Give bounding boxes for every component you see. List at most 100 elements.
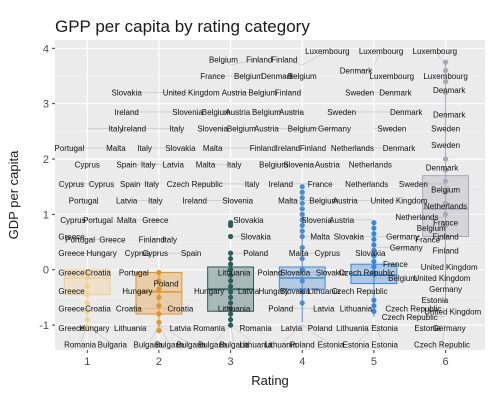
point-rating-3 bbox=[227, 311, 234, 317]
country-label: Bulgaria bbox=[219, 340, 249, 349]
country-label: Belgium bbox=[248, 89, 277, 98]
country-label: Bulgaria bbox=[155, 340, 185, 349]
point-rating-6 bbox=[442, 189, 449, 195]
country-label: Germany bbox=[386, 233, 419, 242]
country-label: Finland bbox=[250, 144, 276, 153]
label-connector-line bbox=[302, 324, 321, 329]
country-label: Netherlands bbox=[331, 144, 374, 153]
country-label: Germany bbox=[390, 244, 423, 253]
country-label: Netherlands bbox=[424, 202, 467, 211]
country-label: Malta bbox=[203, 144, 223, 153]
point-rating-1 bbox=[84, 292, 90, 298]
y-axis-title: GDP per capita bbox=[6, 150, 21, 239]
country-label: Denmark bbox=[261, 72, 294, 81]
country-label: Germany bbox=[318, 125, 351, 134]
point-rating-3 bbox=[227, 261, 234, 267]
label-connector-line bbox=[87, 324, 113, 345]
country-label: Spain bbox=[120, 180, 140, 189]
country-label: Austria bbox=[333, 197, 358, 206]
country-label: Ireland bbox=[122, 125, 146, 134]
y-tick-label: 3 bbox=[43, 99, 49, 111]
country-label: Italy bbox=[148, 197, 163, 206]
minor-gridlines bbox=[55, 75, 485, 298]
country-label: Luxembourg bbox=[370, 72, 414, 81]
country-label: Lithuania bbox=[239, 340, 272, 349]
point-rating-4 bbox=[299, 189, 305, 195]
point-rating-2 bbox=[156, 278, 162, 284]
country-label: Malta bbox=[289, 249, 309, 258]
point-rating-4 bbox=[299, 256, 305, 262]
country-label: Sweden bbox=[327, 108, 356, 117]
point-rating-4 bbox=[299, 184, 305, 190]
country-label: Slovakia bbox=[112, 89, 143, 98]
country-label: Slovakia bbox=[280, 269, 311, 278]
country-label: Ireland bbox=[183, 197, 207, 206]
country-label: Austria bbox=[315, 161, 340, 170]
point-rating-5 bbox=[371, 264, 377, 270]
country-label: Malta bbox=[278, 197, 298, 206]
point-rating-2 bbox=[156, 303, 162, 309]
country-label: Cyprus bbox=[60, 216, 85, 225]
point-rating-4 bbox=[299, 278, 305, 284]
country-label: Portugal bbox=[69, 197, 99, 206]
point-rating-5 bbox=[371, 303, 377, 309]
label-connector-line bbox=[445, 324, 450, 329]
country-label: Sweden bbox=[399, 180, 428, 189]
country-label: Malta bbox=[106, 144, 126, 153]
country-label: Denmark bbox=[426, 163, 459, 172]
country-label: Bulgaria bbox=[198, 340, 228, 349]
label-connector-line bbox=[373, 324, 385, 329]
country-label: Finland bbox=[246, 55, 272, 64]
country-label: Italy bbox=[137, 144, 152, 153]
country-label: Sweden bbox=[431, 141, 460, 150]
plot-panel bbox=[55, 40, 485, 350]
country-label: Lithuania bbox=[336, 324, 369, 333]
country-label: Portugal bbox=[119, 269, 149, 278]
country-label: Cyprus bbox=[125, 249, 150, 258]
country-label: Portugal bbox=[83, 216, 113, 225]
country-label: Belgium bbox=[234, 72, 263, 81]
point-rating-4 bbox=[299, 195, 305, 201]
point-rating-1 bbox=[84, 308, 90, 314]
point-rating-2 bbox=[156, 328, 162, 334]
point-rating-6 bbox=[442, 67, 449, 74]
country-label: Sweden bbox=[431, 125, 460, 134]
country-label: Finland bbox=[275, 89, 301, 98]
point-rating-4 bbox=[299, 217, 305, 223]
country-label: Austria bbox=[222, 89, 247, 98]
country-label: Netherlands bbox=[349, 161, 392, 170]
country-label: Finland bbox=[139, 235, 165, 244]
country-label: France bbox=[308, 180, 333, 189]
country-label: Netherlands bbox=[395, 213, 438, 222]
country-label: Austria bbox=[225, 108, 250, 117]
point-rating-6 bbox=[442, 59, 449, 65]
y-tick-label: 1 bbox=[43, 209, 49, 221]
point-rating-4 bbox=[299, 300, 305, 306]
point-rating-5 bbox=[371, 231, 377, 237]
point-rating-6 bbox=[442, 211, 449, 217]
country-label: Estonia bbox=[371, 324, 398, 333]
country-label: United Kingdom bbox=[414, 274, 471, 283]
country-label: Denmark bbox=[433, 86, 466, 95]
country-label: Estonia bbox=[318, 340, 345, 349]
point-rating-5 bbox=[371, 308, 377, 314]
point-rating-1 bbox=[84, 316, 90, 323]
x-tick-label: 4 bbox=[299, 356, 305, 368]
country-label: Belgium bbox=[388, 274, 417, 283]
country-label: Czech Republic bbox=[414, 340, 470, 349]
country-label: Luxembourg bbox=[423, 72, 467, 81]
label-connector-line bbox=[373, 324, 385, 345]
country-label: Greece bbox=[58, 304, 85, 313]
country-label: Cyprus bbox=[143, 249, 168, 258]
label-connector-line bbox=[158, 324, 192, 345]
label-connector-line bbox=[441, 325, 446, 345]
country-label: Italy bbox=[141, 161, 156, 170]
label-connector-line bbox=[302, 324, 332, 345]
country-label: Slovakia bbox=[241, 233, 272, 242]
label-connector-line bbox=[212, 324, 231, 345]
label-connector-line bbox=[230, 324, 256, 329]
country-label: Italy bbox=[162, 235, 177, 244]
point-rating-5 bbox=[371, 236, 377, 242]
country-label: United Kingdom bbox=[424, 307, 481, 316]
country-label: Lithuania bbox=[308, 287, 341, 296]
